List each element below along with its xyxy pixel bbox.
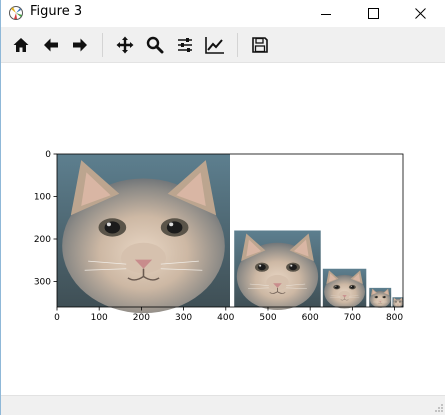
x-tick-label: 700 <box>344 313 361 323</box>
axes: 0 100 200 300 400 500 600 700 800 0 100 200 300 <box>34 150 404 323</box>
axes-frame <box>56 153 404 308</box>
save-floppy-icon <box>252 37 268 53</box>
pyramid-image-level-3 <box>369 287 392 308</box>
image-pyramid-plot: 0 100 200 300 400 500 600 700 800 0 100 200 300 <box>34 150 404 323</box>
forward-arrow-icon <box>73 38 87 52</box>
close-button[interactable] <box>397 0 443 27</box>
x-tick-label: 500 <box>259 313 276 323</box>
pyramid-image-level-4 <box>392 297 404 308</box>
pan-button[interactable] <box>113 33 137 57</box>
back-button[interactable] <box>39 33 63 57</box>
pyramid-image-level-1 <box>233 230 322 311</box>
zoom-button[interactable] <box>143 33 167 57</box>
status-bar <box>1 395 445 415</box>
x-tick-label: 800 <box>386 313 403 323</box>
navigation-toolbar <box>1 27 445 63</box>
y-tick-label: 0 <box>45 150 51 160</box>
save-button[interactable] <box>248 33 272 57</box>
y-tick-label: 100 <box>34 193 51 203</box>
y-tick-label: 200 <box>34 235 51 245</box>
maximize-icon <box>367 8 379 19</box>
x-tick-label: 200 <box>133 313 150 323</box>
x-tick-label: 0 <box>54 313 60 323</box>
home-icon <box>13 38 29 52</box>
edit-axis-button[interactable] <box>203 33 227 57</box>
x-tick-label: 600 <box>302 313 319 323</box>
pyramid-image-level-0 <box>56 153 231 314</box>
x-tick-label: 100 <box>91 313 108 323</box>
minimize-button[interactable] <box>303 0 349 27</box>
title-bar[interactable]: Figure 3 <box>1 0 445 27</box>
edit-axis-icon <box>205 37 224 54</box>
x-tick-label: 400 <box>217 313 234 323</box>
minimize-icon <box>321 13 331 15</box>
toolbar-separator <box>102 33 103 57</box>
zoom-magnifier-icon <box>146 36 164 54</box>
pyramid-image-level-2 <box>322 268 367 309</box>
close-icon <box>414 8 426 19</box>
figure-canvas[interactable]: 0 100 200 300 400 500 600 700 800 0 100 200 300 <box>2 64 445 395</box>
maximize-button[interactable] <box>350 0 396 27</box>
configure-subplots-button[interactable] <box>173 33 197 57</box>
configure-subplots-icon <box>178 38 192 52</box>
resize-grip-icon[interactable] <box>434 403 444 413</box>
matplotlib-figure-icon <box>9 6 23 20</box>
toolbar-separator <box>237 33 238 57</box>
y-tick-label: 300 <box>34 278 51 288</box>
home-button[interactable] <box>9 33 33 57</box>
pan-move-icon <box>116 36 134 54</box>
window-title: Figure 3 <box>30 4 83 19</box>
x-tick-label: 300 <box>175 313 192 323</box>
back-arrow-icon <box>44 38 58 52</box>
forward-button[interactable] <box>68 33 92 57</box>
